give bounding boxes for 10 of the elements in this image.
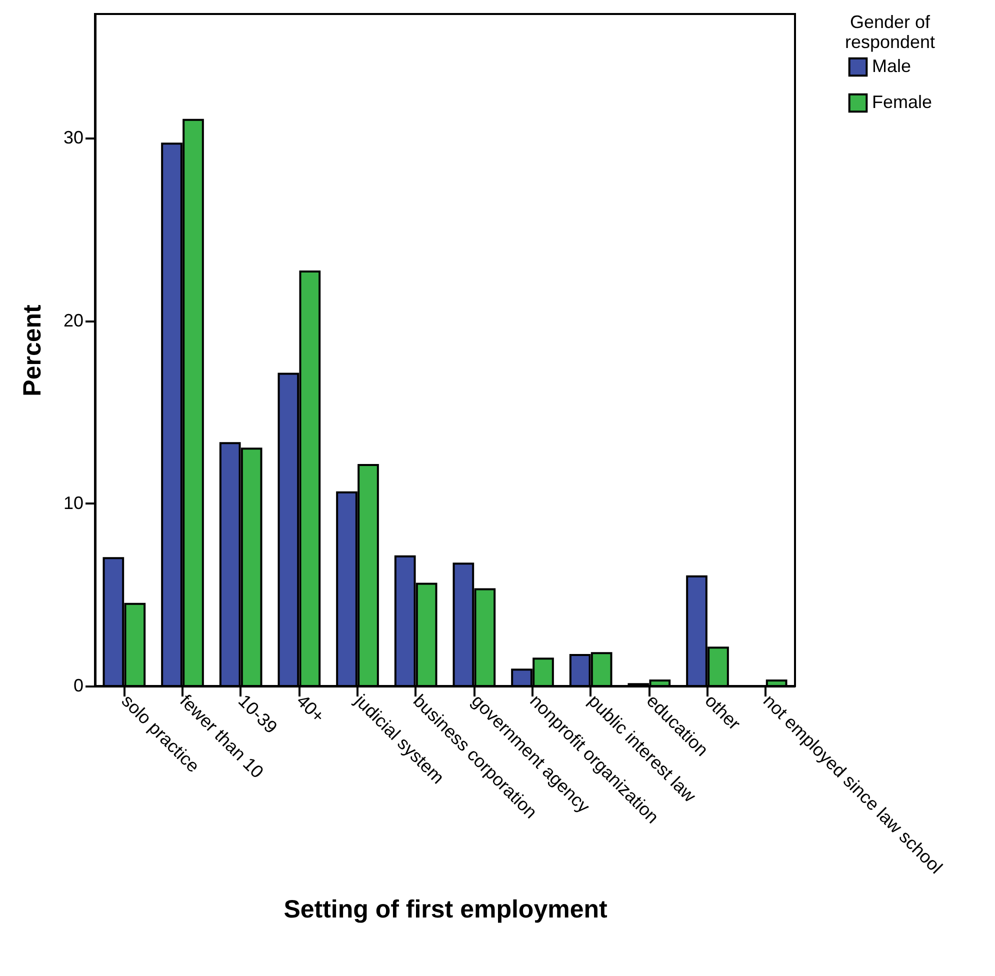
legend-title: Gender of respondent	[844, 12, 936, 52]
y-tick-label: 0	[73, 676, 84, 696]
y-tick-label: 20	[63, 310, 84, 330]
y-axis-title: Percent	[18, 304, 46, 396]
x-tick-label: 40+	[292, 690, 329, 726]
legend-label: Female	[872, 92, 932, 112]
y-tick-label: 10	[63, 492, 84, 513]
y-tick-label: 30	[63, 128, 84, 148]
x-axis-title: Setting of first employment	[284, 895, 608, 924]
legend-label: Male	[872, 56, 912, 76]
